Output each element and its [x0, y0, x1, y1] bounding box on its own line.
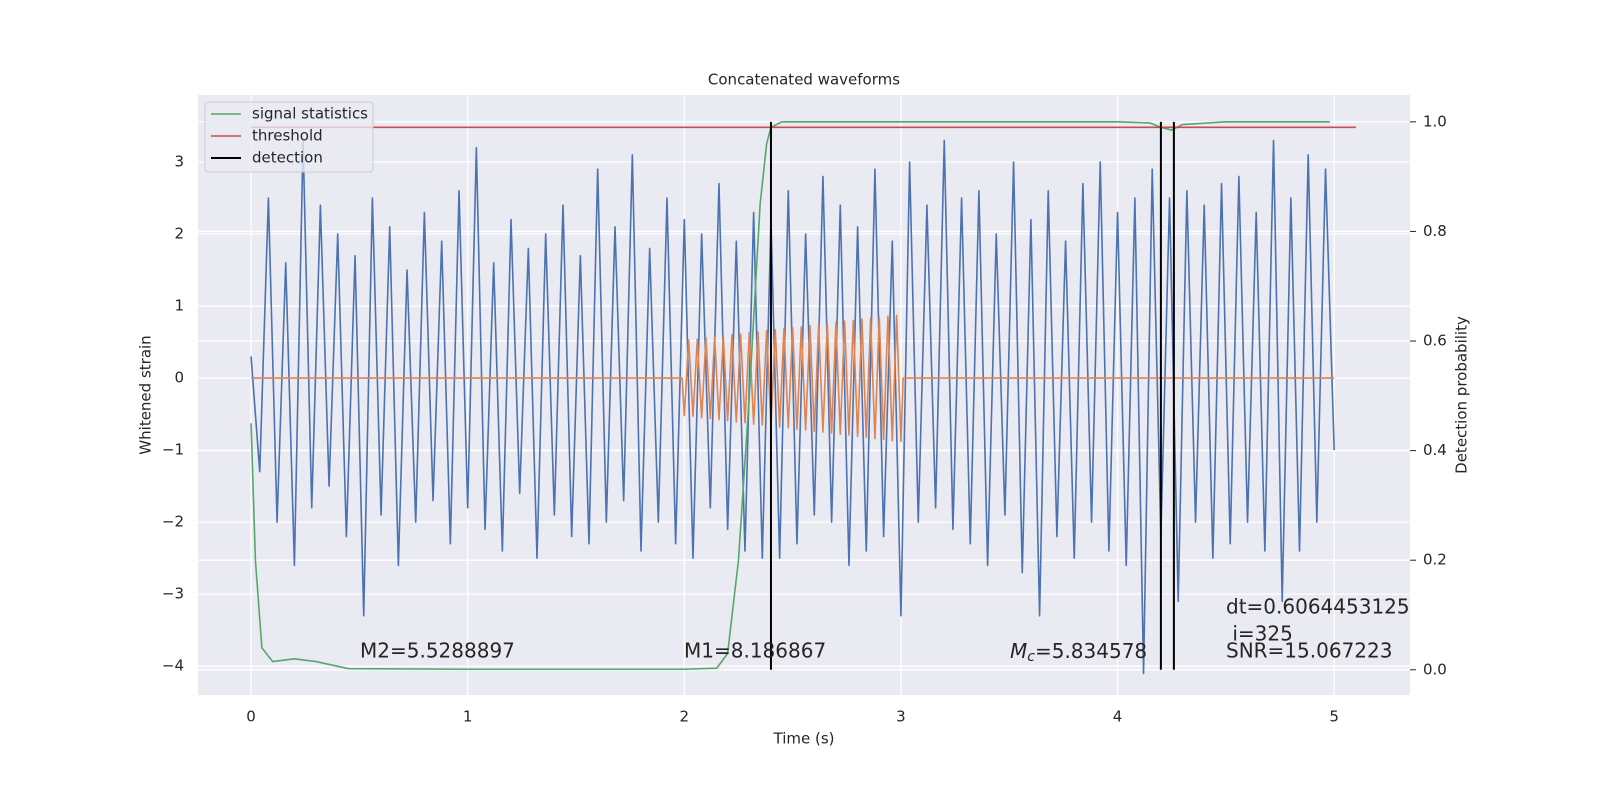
- annotation: SNR=15.067223: [1226, 639, 1392, 663]
- legend-label: signal statistics: [252, 105, 368, 123]
- x-tick-label: 1: [463, 708, 473, 726]
- series-line: [250, 139, 1335, 675]
- y-tick-label: 1: [174, 297, 184, 315]
- y-tick-label: −2: [162, 513, 184, 531]
- annotation: dt=0.6064453125: [1226, 595, 1410, 619]
- y-tick-label: −4: [162, 657, 184, 675]
- x-axis-label: Time (s): [773, 730, 835, 748]
- x-tick-label: 3: [896, 708, 906, 726]
- annotation-text: =5.834578: [1035, 639, 1147, 663]
- legend-label: threshold: [252, 127, 323, 145]
- annotation: M1=8.186867: [684, 639, 826, 663]
- y-tick-label: 2: [174, 225, 184, 243]
- y2-tick-label: 0.2: [1423, 551, 1447, 569]
- y-tick-label: 3: [174, 152, 184, 170]
- y-tick-label: −3: [162, 585, 184, 603]
- x-tick-label: 5: [1329, 708, 1339, 726]
- y2-tick-label: 0.6: [1423, 332, 1447, 350]
- x-tick-label: 4: [1113, 708, 1123, 726]
- annotation-symbol: M: [1010, 639, 1027, 663]
- annotation: Mc=5.834578: [1010, 639, 1147, 666]
- x-tick-label: 2: [680, 708, 690, 726]
- y-axis-label: Whitened strain: [137, 335, 155, 454]
- annotation: i=325: [1226, 622, 1293, 646]
- y2-axis-label: Detection probability: [1453, 316, 1471, 474]
- series-line: [251, 314, 1335, 443]
- y2-tick-label: 1.0: [1423, 112, 1447, 130]
- annotation: M2=5.5288897: [360, 639, 515, 663]
- annotation-subscript: c: [1027, 649, 1035, 665]
- legend: signal statistics threshold detection: [204, 101, 374, 173]
- y2-tick-label: 0.0: [1423, 660, 1447, 678]
- y-tick-label: 0: [174, 369, 184, 387]
- x-tick-label: 0: [246, 708, 256, 726]
- legend-box: [204, 101, 374, 173]
- chart-title: Concatenated waveforms: [708, 71, 900, 89]
- y2-tick-label: 0.4: [1423, 441, 1447, 459]
- y2-tick-label: 0.8: [1423, 222, 1447, 240]
- y-tick-label: −1: [162, 441, 184, 459]
- legend-label: detection: [252, 149, 323, 167]
